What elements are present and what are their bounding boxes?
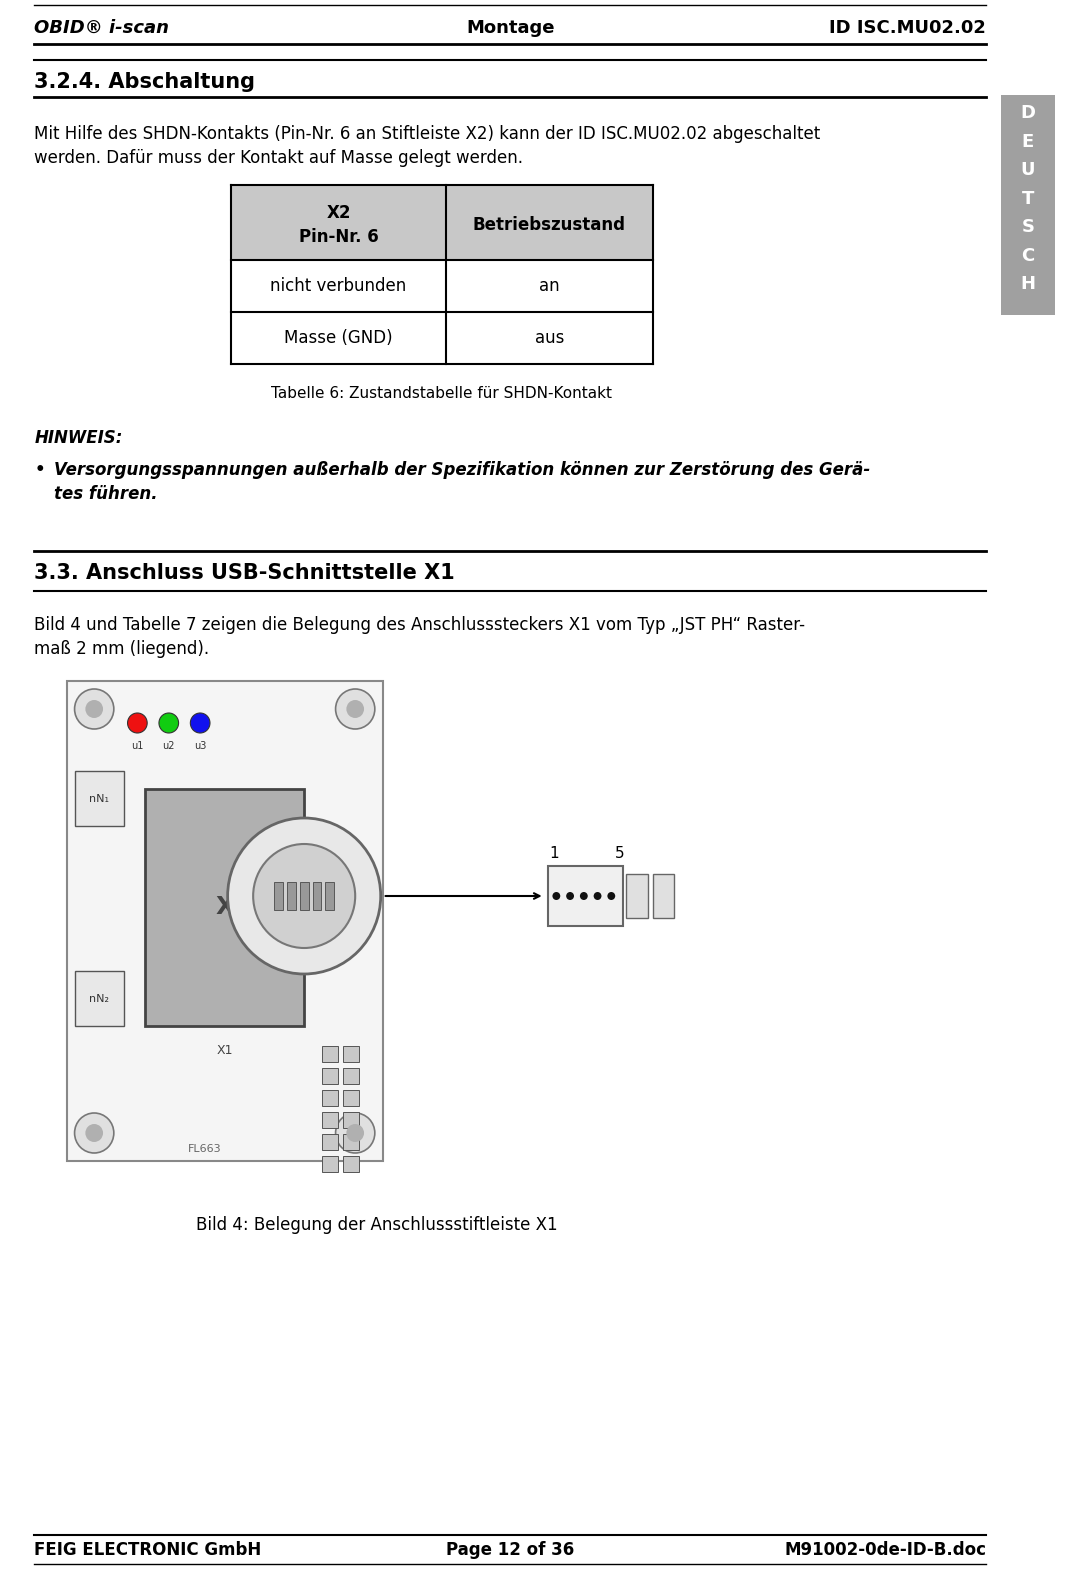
Circle shape — [227, 817, 381, 974]
Text: X2: X2 — [327, 204, 351, 221]
Circle shape — [75, 1112, 114, 1153]
Bar — [145, 789, 304, 1026]
Text: Bild 4 und Tabelle 7 zeigen die Belegung des Anschlusssteckers X1 vom Typ „JST P: Bild 4 und Tabelle 7 zeigen die Belegung… — [35, 617, 805, 634]
Text: 5: 5 — [616, 846, 624, 861]
Text: E: E — [1021, 132, 1034, 151]
Bar — [326, 882, 334, 910]
Bar — [321, 1134, 338, 1150]
Text: u1: u1 — [131, 741, 144, 752]
Bar — [321, 1068, 338, 1084]
Circle shape — [85, 700, 103, 719]
Bar — [343, 1134, 359, 1150]
Text: FEIG ELECTRONIC GmbH: FEIG ELECTRONIC GmbH — [35, 1541, 262, 1560]
Circle shape — [190, 712, 210, 733]
Text: S: S — [1021, 218, 1034, 237]
Bar — [343, 1156, 359, 1172]
Text: Page 12 of 36: Page 12 of 36 — [446, 1541, 575, 1560]
Circle shape — [607, 893, 616, 901]
Bar — [321, 1090, 338, 1106]
Text: Versorgungsspannungen außerhalb der Spezifikation können zur Zerstörung des Gerä: Versorgungsspannungen außerhalb der Spez… — [54, 461, 870, 479]
Text: ID ISC.MU02.02: ID ISC.MU02.02 — [829, 19, 986, 38]
Text: 3.2.4. Abschaltung: 3.2.4. Abschaltung — [35, 72, 255, 93]
Circle shape — [346, 1123, 364, 1142]
Text: 1: 1 — [550, 846, 559, 861]
Circle shape — [346, 700, 364, 719]
Text: •: • — [35, 461, 45, 479]
Circle shape — [594, 893, 602, 901]
Bar — [321, 1112, 338, 1128]
Text: C: C — [1021, 246, 1034, 265]
Bar — [274, 882, 283, 910]
Circle shape — [580, 893, 588, 901]
Text: nN₁: nN₁ — [89, 794, 109, 803]
Text: Bild 4: Belegung der Anschlussstiftleiste X1: Bild 4: Belegung der Anschlussstiftleist… — [196, 1216, 557, 1233]
Bar — [1001, 96, 1055, 315]
Text: aus: aus — [535, 329, 564, 347]
Bar — [547, 866, 623, 926]
Text: M91002-0de-ID-B.doc: M91002-0de-ID-B.doc — [784, 1541, 986, 1560]
Text: Pin-Nr. 6: Pin-Nr. 6 — [299, 228, 379, 246]
Bar — [343, 1047, 359, 1062]
Text: nN₂: nN₂ — [89, 993, 109, 1004]
Bar — [287, 882, 295, 910]
Text: nicht verbunden: nicht verbunden — [270, 278, 407, 295]
Bar — [321, 1156, 338, 1172]
Circle shape — [75, 689, 114, 730]
Bar — [75, 971, 123, 1026]
Text: H: H — [1020, 276, 1035, 293]
Bar — [230, 185, 652, 260]
Bar — [75, 770, 123, 825]
Bar — [652, 874, 674, 918]
Text: OBID® i-scan: OBID® i-scan — [35, 19, 170, 38]
Text: U: U — [1020, 162, 1035, 179]
Text: Mit Hilfe des SHDN-Kontakts (Pin-Nr. 6 an Stiftleiste X2) kann der ID ISC.MU02.0: Mit Hilfe des SHDN-Kontakts (Pin-Nr. 6 a… — [35, 126, 820, 143]
Bar — [300, 882, 308, 910]
Text: maß 2 mm (liegend).: maß 2 mm (liegend). — [35, 640, 210, 657]
Text: Montage: Montage — [466, 19, 554, 38]
Text: werden. Dafür muss der Kontakt auf Masse gelegt werden.: werden. Dafür muss der Kontakt auf Masse… — [35, 149, 524, 166]
Text: Masse (GND): Masse (GND) — [285, 329, 393, 347]
Text: FL663: FL663 — [188, 1144, 222, 1155]
Bar — [343, 1090, 359, 1106]
Text: u2: u2 — [162, 741, 175, 752]
Bar — [343, 1112, 359, 1128]
Text: D: D — [1020, 104, 1035, 122]
Text: an: an — [539, 278, 559, 295]
Bar — [626, 874, 648, 918]
Bar — [313, 882, 321, 910]
Text: tes führen.: tes führen. — [54, 485, 158, 504]
Text: Tabelle 6: Zustandstabelle für SHDN-Kontakt: Tabelle 6: Zustandstabelle für SHDN-Kont… — [272, 386, 612, 402]
Text: Betriebszustand: Betriebszustand — [473, 217, 626, 234]
Text: u3: u3 — [194, 741, 207, 752]
Circle shape — [566, 893, 575, 901]
Circle shape — [159, 712, 179, 733]
Text: HINWEIS:: HINWEIS: — [35, 428, 122, 447]
Text: X: X — [215, 896, 235, 919]
Bar — [67, 681, 383, 1161]
Circle shape — [253, 844, 355, 948]
Text: 3.3. Anschluss USB-Schnittstelle X1: 3.3. Anschluss USB-Schnittstelle X1 — [35, 563, 456, 584]
Text: X1: X1 — [216, 1043, 233, 1058]
Bar — [343, 1068, 359, 1084]
Circle shape — [335, 689, 374, 730]
Circle shape — [85, 1123, 103, 1142]
Circle shape — [553, 893, 560, 901]
Circle shape — [335, 1112, 374, 1153]
Text: T: T — [1021, 190, 1034, 207]
Bar — [321, 1047, 338, 1062]
Circle shape — [128, 712, 147, 733]
